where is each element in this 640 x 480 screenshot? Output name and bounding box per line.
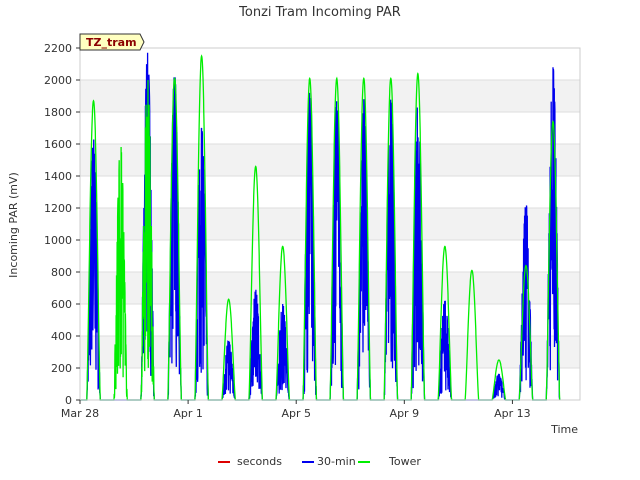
chart-title: Tonzi Tram Incoming PAR [238, 5, 401, 20]
y-axis-label: Incoming PAR (mV) [7, 172, 20, 278]
y-tick-label: 200 [51, 362, 72, 375]
plot-band [80, 144, 580, 176]
x-tick-label: Apr 9 [390, 407, 420, 420]
y-axis-ticks: 0 200 400 600 800 1000 1200 1400 1600 1800 2000 220… [44, 42, 80, 407]
plot-frame [79, 47, 581, 401]
plot-band [80, 336, 580, 368]
y-tick-label: 600 [51, 298, 72, 311]
y-tick-label: 1600 [44, 138, 72, 151]
y-tick-label: 1400 [44, 170, 72, 183]
y-tick-label: 0 [65, 394, 72, 407]
plot-band [80, 272, 580, 304]
gridlines [80, 47, 580, 401]
y-tick-label: 1200 [44, 202, 72, 215]
legend-label: seconds [237, 455, 282, 468]
y-tick-label: 400 [51, 330, 72, 343]
x-axis-label: Time [550, 423, 578, 436]
y-tick-label: 2000 [44, 74, 72, 87]
legend-label: 30-min [317, 455, 356, 468]
x-tick-label: Apr 1 [173, 407, 203, 420]
x-tick-label: Apr 13 [494, 407, 531, 420]
y-tick-label: 2200 [44, 42, 72, 55]
x-tick-label: Mar 28 [61, 407, 99, 420]
plot-band [80, 80, 580, 112]
site-tag-label: TZ_tram [86, 36, 137, 49]
plot-band [80, 208, 580, 240]
y-tick-label: 1800 [44, 106, 72, 119]
site-tag: TZ_tram [79, 33, 145, 51]
y-tick-label: 800 [51, 266, 72, 279]
y-tick-label: 1000 [44, 234, 72, 247]
x-tick-label: Apr 5 [281, 407, 311, 420]
plot-bands [80, 48, 580, 400]
legend: seconds 30-min Tower [218, 455, 421, 468]
x-axis-ticks: Mar 28 Apr 1 Apr 5 Apr 9 Apr 13 [61, 400, 531, 420]
legend-label: Tower [388, 455, 421, 468]
